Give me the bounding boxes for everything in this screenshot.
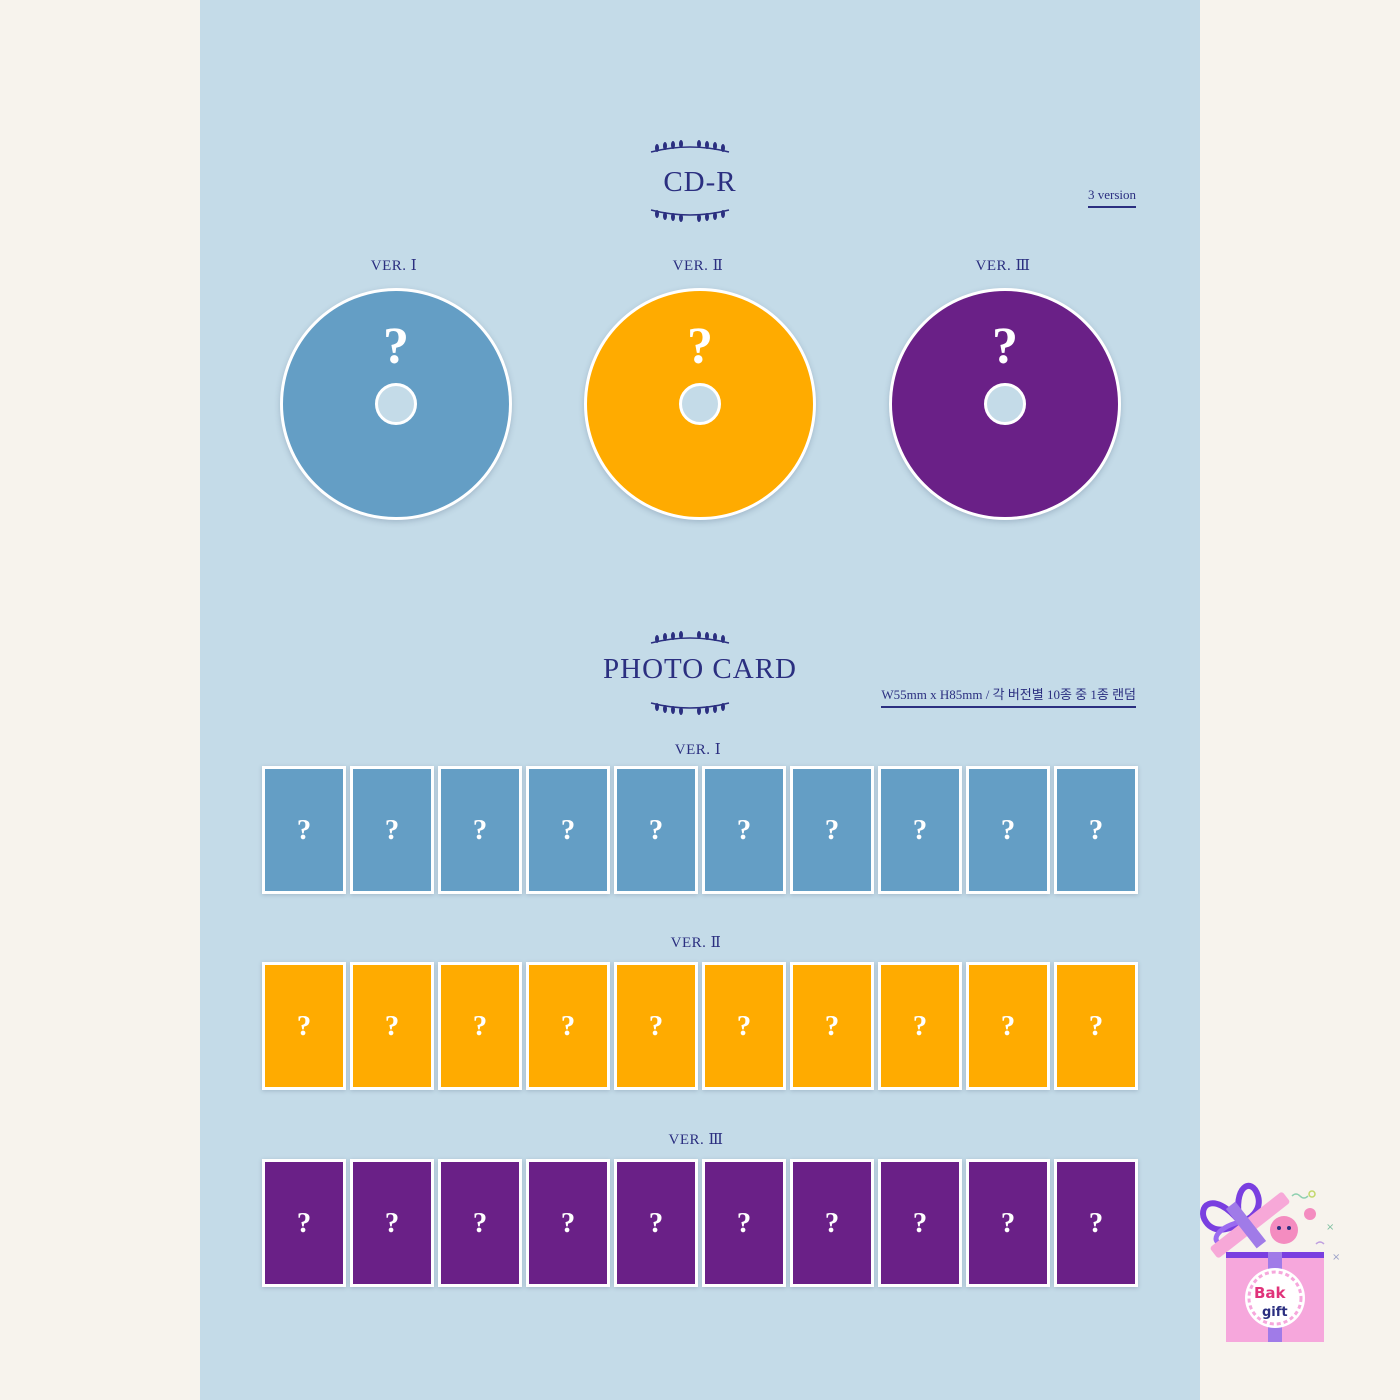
photo-card: ? — [1054, 962, 1138, 1090]
laurel-ornament-bottom-icon — [649, 701, 731, 715]
photo-card: ? — [702, 766, 786, 894]
question-mark-icon: ? — [824, 1207, 840, 1239]
photo-card-version-label-1: VER. Ⅰ — [674, 742, 722, 758]
photo-card: ? — [1054, 766, 1138, 894]
cd-version-note: 3 version — [1087, 187, 1136, 208]
svg-text:×: × — [1326, 1222, 1334, 1233]
photo-card-title: PHOTO CARD — [603, 653, 797, 685]
photo-card: ? — [790, 962, 874, 1090]
question-mark-icon: ? — [296, 1010, 312, 1042]
photo-card: ? — [966, 766, 1050, 894]
question-mark-icon: ? — [687, 318, 713, 375]
laurel-ornament-bottom-icon — [649, 208, 731, 222]
photo-card: ? — [878, 766, 962, 894]
question-mark-icon: ? — [648, 1207, 664, 1239]
photo-card: ? — [526, 1159, 610, 1287]
question-mark-icon: ? — [992, 318, 1018, 375]
photo-card: ? — [614, 1159, 698, 1287]
photo-card-size-note: W55mm x H85mm / 각 버전별 10종 중 1종 랜덤 — [881, 684, 1136, 708]
question-mark-icon: ? — [912, 1207, 928, 1239]
photo-card: ? — [790, 766, 874, 894]
photo-card-row-ver2: ?????????? — [262, 962, 1138, 1090]
cd-disc-ver3: ? — [889, 288, 1121, 520]
photo-card: ? — [702, 962, 786, 1090]
photo-card: ? — [350, 962, 434, 1090]
photo-card: ? — [614, 766, 698, 894]
photo-card: ? — [262, 962, 346, 1090]
photo-card-row-ver1: ?????????? — [262, 766, 1138, 894]
disc-center-hole — [984, 383, 1026, 425]
photo-card: ? — [878, 962, 962, 1090]
cd-version-label-2: VER. Ⅱ — [672, 258, 724, 274]
question-mark-icon: ? — [384, 814, 400, 846]
question-mark-icon: ? — [560, 1010, 576, 1042]
question-mark-icon: ? — [560, 1207, 576, 1239]
gift-box-logo-icon: Bak gift × × — [1192, 1178, 1342, 1344]
photo-card: ? — [966, 1159, 1050, 1287]
question-mark-icon: ? — [736, 1207, 752, 1239]
photo-card: ? — [966, 962, 1050, 1090]
question-mark-icon: ? — [736, 1010, 752, 1042]
question-mark-icon: ? — [384, 1010, 400, 1042]
cd-disc-ver1: ? — [280, 288, 512, 520]
photo-card-row-ver3: ?????????? — [262, 1159, 1138, 1287]
question-mark-icon: ? — [296, 1207, 312, 1239]
question-mark-icon: ? — [472, 1207, 488, 1239]
photo-card: ? — [1054, 1159, 1138, 1287]
question-mark-icon: ? — [383, 318, 409, 375]
photo-card: ? — [262, 766, 346, 894]
question-mark-icon: ? — [1088, 814, 1104, 846]
question-mark-icon: ? — [648, 1010, 664, 1042]
photo-card: ? — [526, 962, 610, 1090]
cd-disc-ver2: ? — [584, 288, 816, 520]
photo-card: ? — [878, 1159, 962, 1287]
question-mark-icon: ? — [912, 1010, 928, 1042]
svg-text:gift: gift — [1262, 1305, 1288, 1320]
photo-card: ? — [790, 1159, 874, 1287]
cd-version-label-3: VER. Ⅲ — [975, 258, 1031, 274]
photo-card: ? — [350, 766, 434, 894]
question-mark-icon: ? — [296, 814, 312, 846]
photo-card: ? — [702, 1159, 786, 1287]
question-mark-icon: ? — [1000, 1010, 1016, 1042]
photo-card-version-label-3: VER. Ⅲ — [668, 1132, 724, 1148]
photo-card: ? — [526, 766, 610, 894]
photo-card: ? — [438, 962, 522, 1090]
question-mark-icon: ? — [1088, 1207, 1104, 1239]
cd-version-label-1: VER. Ⅰ — [370, 258, 418, 274]
question-mark-icon: ? — [1000, 1207, 1016, 1239]
cd-r-title: CD-R — [663, 166, 737, 198]
question-mark-icon: ? — [1088, 1010, 1104, 1042]
photo-card: ? — [614, 962, 698, 1090]
photo-card-version-label-2: VER. Ⅱ — [670, 935, 722, 951]
svg-text:×: × — [1332, 1252, 1340, 1263]
svg-text:Bak: Bak — [1254, 1284, 1287, 1302]
question-mark-icon: ? — [648, 814, 664, 846]
question-mark-icon: ? — [912, 814, 928, 846]
question-mark-icon: ? — [560, 814, 576, 846]
disc-center-hole — [375, 383, 417, 425]
photo-card: ? — [438, 1159, 522, 1287]
photo-card: ? — [350, 1159, 434, 1287]
photo-card: ? — [438, 766, 522, 894]
photo-card: ? — [262, 1159, 346, 1287]
question-mark-icon: ? — [472, 1010, 488, 1042]
question-mark-icon: ? — [736, 814, 752, 846]
question-mark-icon: ? — [384, 1207, 400, 1239]
question-mark-icon: ? — [824, 1010, 840, 1042]
question-mark-icon: ? — [472, 814, 488, 846]
disc-center-hole — [679, 383, 721, 425]
question-mark-icon: ? — [824, 814, 840, 846]
question-mark-icon: ? — [1000, 814, 1016, 846]
laurel-ornament-top-icon — [649, 631, 731, 645]
laurel-ornament-top-icon — [649, 140, 731, 154]
